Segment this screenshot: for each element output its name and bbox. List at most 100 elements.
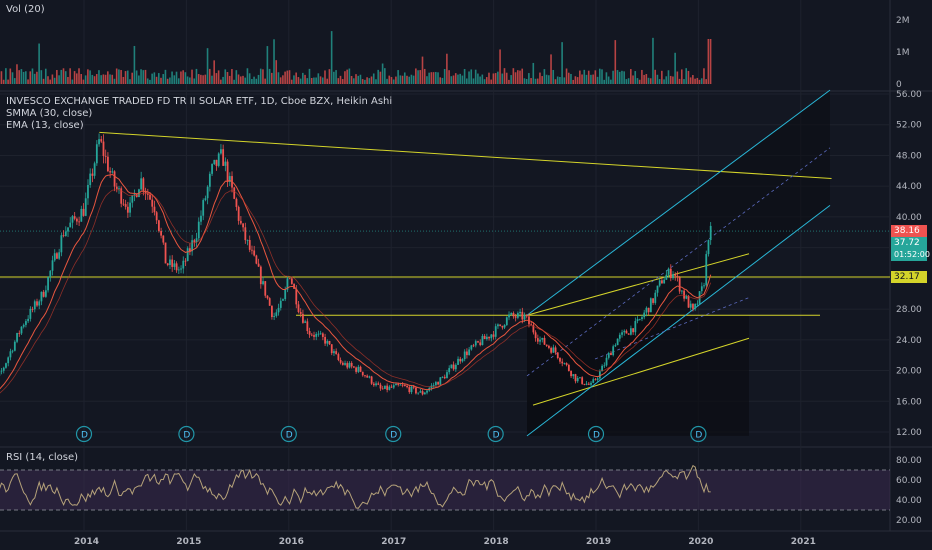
volume-bar xyxy=(638,79,641,84)
volume-bar xyxy=(516,70,519,84)
price-axis[interactable]: 56.0052.0048.0044.0040.0036.0032.0028.00… xyxy=(896,16,922,526)
candle-body xyxy=(559,358,561,362)
volume-bar xyxy=(663,79,665,84)
volume-bar xyxy=(656,74,659,84)
last-price-tag: 38.16 xyxy=(891,225,927,237)
candle-body xyxy=(350,362,353,367)
volume-bar xyxy=(129,79,131,84)
volume-bar xyxy=(244,77,247,84)
volume-bar xyxy=(519,70,521,84)
volume-bar xyxy=(499,49,501,84)
main-legend[interactable]: INVESCO EXCHANGE TRADED FD TR II SOLAR E… xyxy=(6,96,392,132)
volume-bar xyxy=(271,72,273,84)
volume-bar xyxy=(0,71,3,84)
price-tick-label: 28.00 xyxy=(896,305,922,315)
candle-body xyxy=(67,227,69,232)
volume-bar xyxy=(195,68,198,84)
volume-bar xyxy=(397,70,399,84)
volume-bar xyxy=(304,74,306,84)
volume-bar xyxy=(224,69,227,84)
volume-bar xyxy=(20,69,23,84)
candle-body xyxy=(142,178,145,191)
candle-body xyxy=(689,303,692,308)
candle-body xyxy=(82,208,85,216)
volume-bar xyxy=(100,75,102,84)
candle-body xyxy=(572,374,575,377)
volume-bar xyxy=(672,76,674,84)
candle-body xyxy=(133,194,136,196)
volume-bar xyxy=(177,78,180,84)
candle-body xyxy=(335,351,338,355)
volume-bar xyxy=(554,79,557,84)
volume-bar xyxy=(321,77,324,84)
candle-body xyxy=(146,193,149,195)
candle-body xyxy=(525,314,528,317)
candle-body xyxy=(257,263,260,267)
volume-bar xyxy=(567,72,570,84)
candle-body xyxy=(623,330,626,333)
volume-bar xyxy=(412,75,415,84)
candle-body xyxy=(177,269,180,271)
volume-bar xyxy=(253,76,255,84)
volume-bar xyxy=(494,73,497,84)
chart-background xyxy=(0,0,890,550)
candle-body xyxy=(290,278,293,284)
candle-body xyxy=(184,260,187,262)
candle-body xyxy=(118,188,120,190)
volume-bar xyxy=(80,74,83,84)
volume-bar xyxy=(95,74,98,84)
volume-bar xyxy=(361,79,364,84)
candle-body xyxy=(605,357,608,366)
countdown-tag: 01:52:00 xyxy=(891,249,930,261)
candle-body xyxy=(674,274,677,276)
volume-bar xyxy=(31,68,34,84)
volume-bar xyxy=(317,73,320,84)
volume-bar xyxy=(408,76,411,84)
candle-body xyxy=(532,325,535,333)
candle-body xyxy=(304,321,307,323)
volume-bar xyxy=(25,71,27,84)
candle-body xyxy=(13,341,16,351)
volume-bar xyxy=(82,79,85,84)
candle-body xyxy=(439,377,442,385)
volume-bar xyxy=(350,75,353,84)
candle-body xyxy=(508,314,510,318)
time-axis[interactable]: 2014 2015 2016 2017 2018 2019 2020 2021 xyxy=(74,537,816,547)
volume-bar xyxy=(466,78,468,84)
vol-legend[interactable]: Vol (20) xyxy=(6,4,45,16)
candle-body xyxy=(377,383,380,385)
rsi-label: RSI (14, close) xyxy=(6,452,79,463)
candle-body xyxy=(654,292,657,303)
candle-body xyxy=(251,249,253,251)
volume-bar xyxy=(91,74,94,84)
volume-bar xyxy=(536,78,539,84)
candle-body xyxy=(441,376,444,378)
candle-body xyxy=(676,275,679,278)
volume-bar xyxy=(618,71,621,84)
rsi-legend[interactable]: RSI (14, close) xyxy=(6,452,78,464)
candle-body xyxy=(213,159,216,165)
volume-bar xyxy=(434,71,437,84)
volume-bar xyxy=(87,69,89,84)
candle-body xyxy=(237,206,240,221)
volume-bar xyxy=(231,69,233,84)
candle-body xyxy=(217,153,220,166)
candle-body xyxy=(102,141,105,156)
volume-bar xyxy=(56,69,58,84)
volume-bar xyxy=(481,74,484,84)
candle-body xyxy=(317,333,320,335)
volume-bar xyxy=(375,79,377,84)
volume-bar xyxy=(610,79,612,84)
time-tick-label: 2016 xyxy=(279,537,304,547)
candle-body xyxy=(324,336,326,344)
volume-bar xyxy=(133,45,136,84)
volume-bar xyxy=(189,77,191,84)
price-tick-label: 20.00 xyxy=(896,367,922,377)
dividend-marker xyxy=(690,425,707,443)
rsi-line xyxy=(0,464,711,509)
candle-body xyxy=(226,161,229,182)
dividend-marker xyxy=(385,425,402,443)
candle-body xyxy=(122,203,125,205)
